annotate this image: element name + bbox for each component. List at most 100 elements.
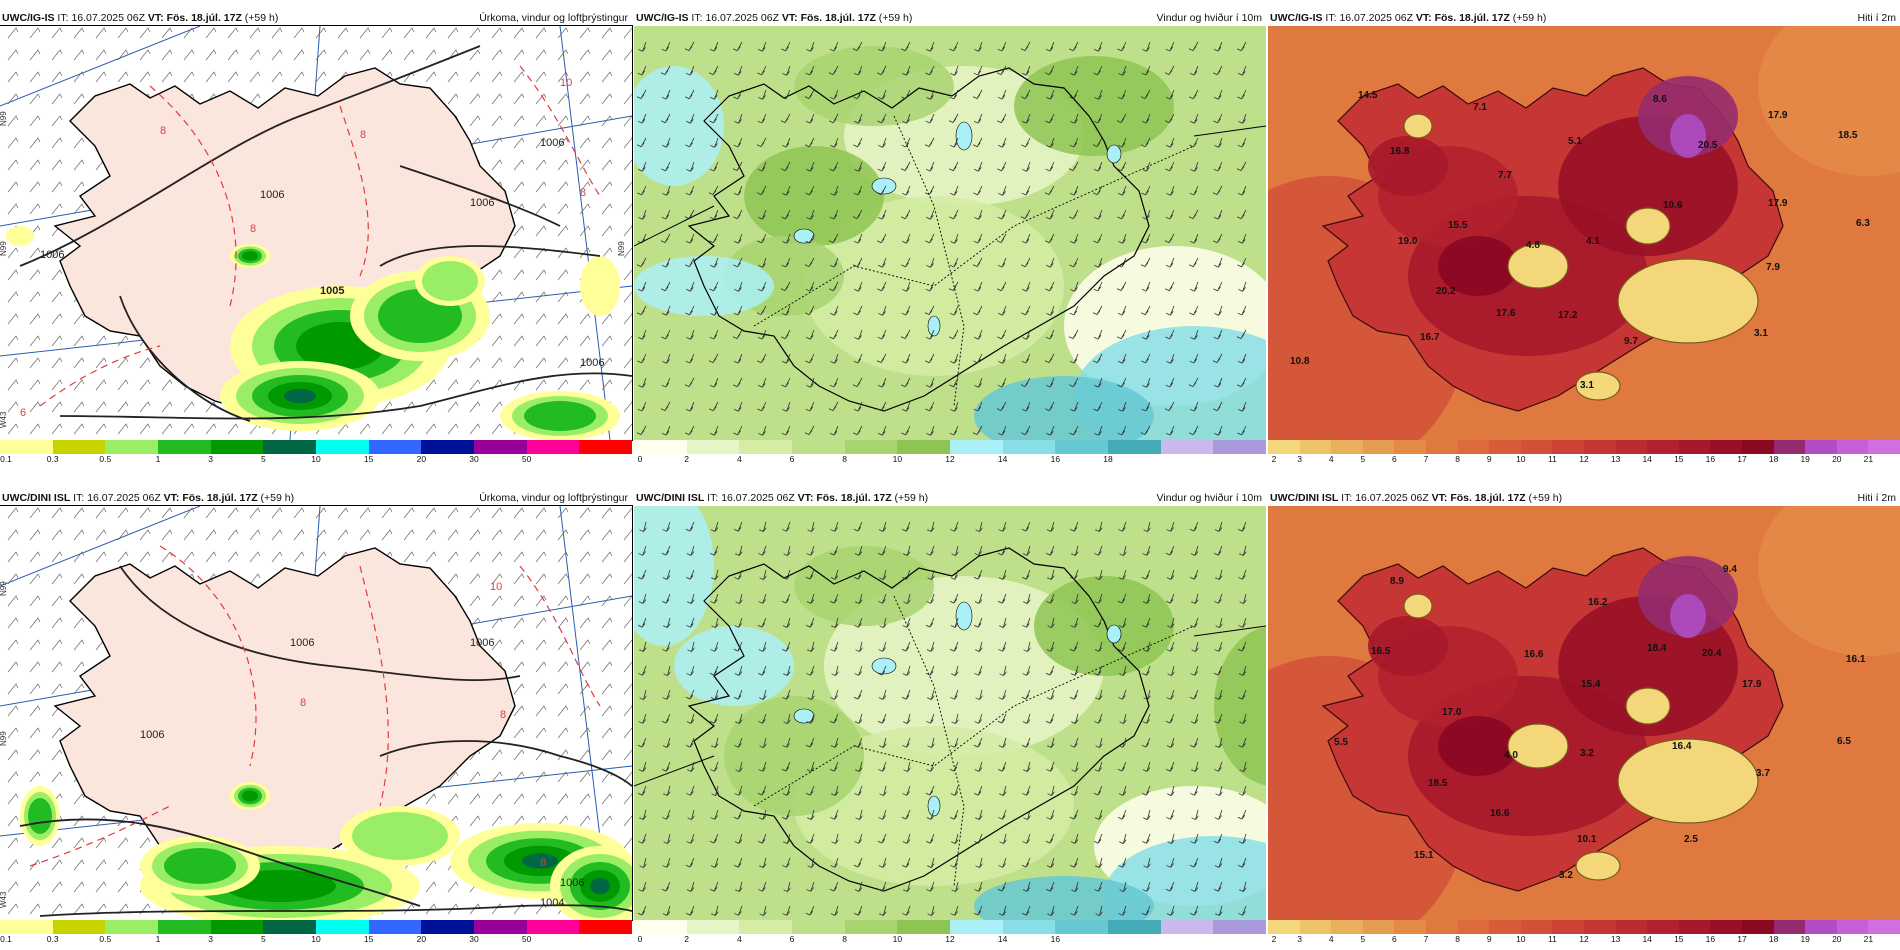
wind-barb <box>51 115 63 127</box>
wind-barb <box>579 529 591 541</box>
wind-arrow <box>685 521 695 532</box>
colorbar-tick-label: 5 <box>260 934 266 944</box>
wind-arrow <box>1213 161 1223 172</box>
precip-area <box>242 251 258 261</box>
wind-barb <box>227 49 239 61</box>
wind-arrow <box>1093 233 1103 244</box>
wind-barb <box>51 159 63 171</box>
wind-barb <box>535 661 547 673</box>
precip-map[interactable]: 1005 1006 1006 1006 1006 1006 8 8 8 10 8 6 N99 N99 N99… <box>0 25 633 441</box>
wind-arrow <box>925 329 935 340</box>
lake <box>793 228 815 244</box>
wind-barb <box>447 401 459 413</box>
colorbar-swatch <box>844 440 898 454</box>
wind-arrow <box>1093 281 1103 292</box>
colorbar-swatch <box>1489 440 1521 454</box>
temperature-value: 8.6 <box>1653 94 1667 105</box>
wind-arrow <box>854 113 863 124</box>
wind-barb <box>535 529 547 541</box>
wind-barb <box>139 27 151 39</box>
wind-arrow <box>998 737 1007 748</box>
wind-arrow <box>950 65 959 76</box>
wind-arrow <box>806 593 815 604</box>
wind-barb <box>425 793 437 805</box>
wind-barb <box>535 203 547 215</box>
colorbar-swatch <box>1394 920 1426 934</box>
wind-arrow <box>735 545 743 556</box>
wind-arrow <box>807 809 815 820</box>
wind-barb <box>29 551 41 563</box>
temperature-area <box>1670 114 1706 158</box>
wind-arrow <box>1022 665 1031 676</box>
wind-arrow <box>781 209 791 220</box>
wind-map[interactable] <box>634 26 1266 440</box>
wind-arrow <box>1213 209 1223 220</box>
temperature-value: 19.0 <box>1398 236 1418 247</box>
wind-barb <box>95 357 107 369</box>
wind-barb <box>513 313 525 325</box>
colorbar-tick-label: 6 <box>1392 454 1397 464</box>
wind-arrow <box>902 233 911 244</box>
wind-barb <box>381 49 393 61</box>
precip-map[interactable]: 1006 1006 1006 1006 1004 10 8 8 8 N99 N99 W43 <box>0 505 633 921</box>
wind-barb <box>117 357 129 369</box>
wind-arrow <box>782 569 791 580</box>
wind-arrow <box>759 569 767 581</box>
wind-arrow <box>710 137 719 148</box>
wind-speed-area <box>674 626 794 706</box>
temperature-map[interactable]: 14.5 7.1 8.6 17.9 20.5 18.5 16.8 7.7 5.1 10.6 17.9… <box>1268 26 1900 440</box>
wind-arrow <box>1045 881 1055 892</box>
wind-arrow <box>1046 89 1055 100</box>
wind-barb <box>579 551 591 563</box>
panel-header: UWC/DINI ISL IT: 16.07.2025 06Z VT: Fös.… <box>634 488 1266 508</box>
dashed-isobar-label: 8 <box>500 709 506 721</box>
wind-barb <box>227 71 239 83</box>
wind-barb <box>249 93 261 105</box>
wind-arrow <box>734 905 743 916</box>
wind-arrow <box>782 353 791 364</box>
wind-arrow <box>877 713 887 724</box>
wind-arrow <box>949 89 959 100</box>
wind-arrow <box>637 569 647 580</box>
wind-arrow <box>1237 521 1247 532</box>
wind-arrow <box>756 305 767 315</box>
wind-arrow <box>1189 65 1199 76</box>
wind-arrow <box>734 401 743 412</box>
colorbar-swatch <box>316 920 369 934</box>
wind-barb <box>29 617 41 629</box>
wind-arrow <box>637 785 647 796</box>
temperature-area <box>1758 506 1900 656</box>
colorbar-tick-label: 9 <box>1486 454 1492 464</box>
wind-barb <box>29 749 41 761</box>
temperature-area <box>1670 594 1706 638</box>
wind-arrow <box>853 89 863 100</box>
wind-barb <box>601 49 613 61</box>
wind-arrow <box>1069 809 1079 820</box>
wind-barb <box>73 881 85 893</box>
wind-arrow <box>1020 41 1031 51</box>
temperature-map[interactable]: 8.9 9.4 16.2 16.5 16.6 18.4 20.4 16.1 15.4 17.9 17… <box>1268 506 1900 920</box>
wind-arrow <box>828 65 839 75</box>
wind-arrow <box>639 689 647 701</box>
wind-arrow <box>685 257 695 268</box>
wind-arrow <box>686 545 695 556</box>
wind-arrow <box>783 881 791 893</box>
wind-arrow <box>1237 809 1247 820</box>
wind-map[interactable] <box>634 506 1266 920</box>
wind-arrow <box>1095 521 1103 532</box>
wind-arrow <box>877 209 887 220</box>
wind-arrow <box>758 713 767 724</box>
wind-arrow <box>1189 857 1199 868</box>
wind-barb <box>7 551 19 563</box>
wind-barb <box>139 551 151 563</box>
wind-arrow <box>735 761 743 773</box>
wind-arrow <box>1166 689 1175 700</box>
it-label: IT: <box>1325 12 1337 24</box>
wind-arrow <box>879 737 887 748</box>
wind-arrow <box>925 353 935 364</box>
wind-arrow <box>1117 161 1127 172</box>
wind-arrow <box>949 137 959 148</box>
wind-barb <box>29 203 41 215</box>
precip-area <box>590 878 610 894</box>
wind-barb <box>601 793 613 805</box>
